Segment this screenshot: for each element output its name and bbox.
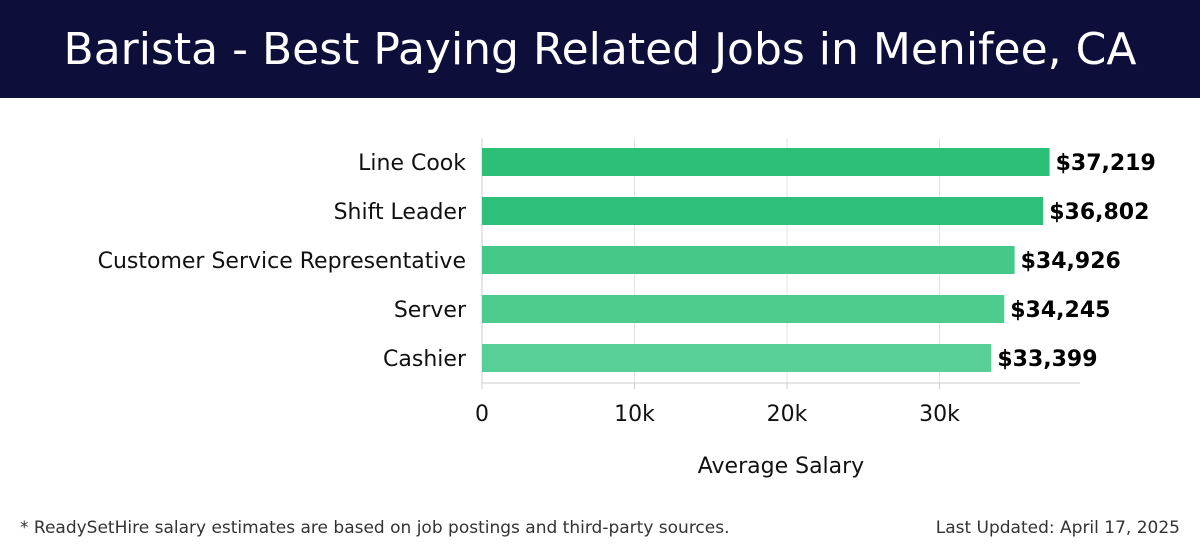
- x-tick-label-3: 30k: [919, 402, 960, 427]
- value-label-4: $33,399: [997, 347, 1097, 372]
- page-title: Barista - Best Paying Related Jobs in Me…: [63, 23, 1137, 75]
- bar-3: [482, 295, 1005, 323]
- bar-0: [482, 148, 1050, 176]
- bar-2: [482, 246, 1015, 274]
- category-label-3: Server: [394, 298, 467, 323]
- category-label-1: Shift Leader: [334, 200, 467, 225]
- value-label-1: $36,802: [1049, 200, 1149, 225]
- salary-bar-chart: Line Cook $37,219 Shift Leader $36,802 Custo…: [98, 138, 1156, 479]
- bar-1: [482, 197, 1044, 225]
- value-label-2: $34,926: [1021, 249, 1121, 274]
- category-label-4: Cashier: [383, 347, 467, 372]
- header-bar: Barista - Best Paying Related Jobs in Me…: [0, 0, 1200, 98]
- value-label-0: $37,219: [1056, 151, 1156, 176]
- x-tick-label-2: 20k: [767, 402, 808, 427]
- x-tick-label-0: 0: [475, 402, 489, 427]
- bar-4: [482, 344, 992, 372]
- last-updated: Last Updated: April 17, 2025: [935, 518, 1180, 538]
- x-axis-title: Average Salary: [698, 454, 864, 479]
- x-tick-label-1: 10k: [614, 402, 655, 427]
- category-label-2: Customer Service Representative: [98, 249, 466, 274]
- value-label-3: $34,245: [1010, 298, 1110, 323]
- category-label-0: Line Cook: [358, 151, 466, 176]
- footnote: * ReadySetHire salary estimates are base…: [20, 518, 730, 538]
